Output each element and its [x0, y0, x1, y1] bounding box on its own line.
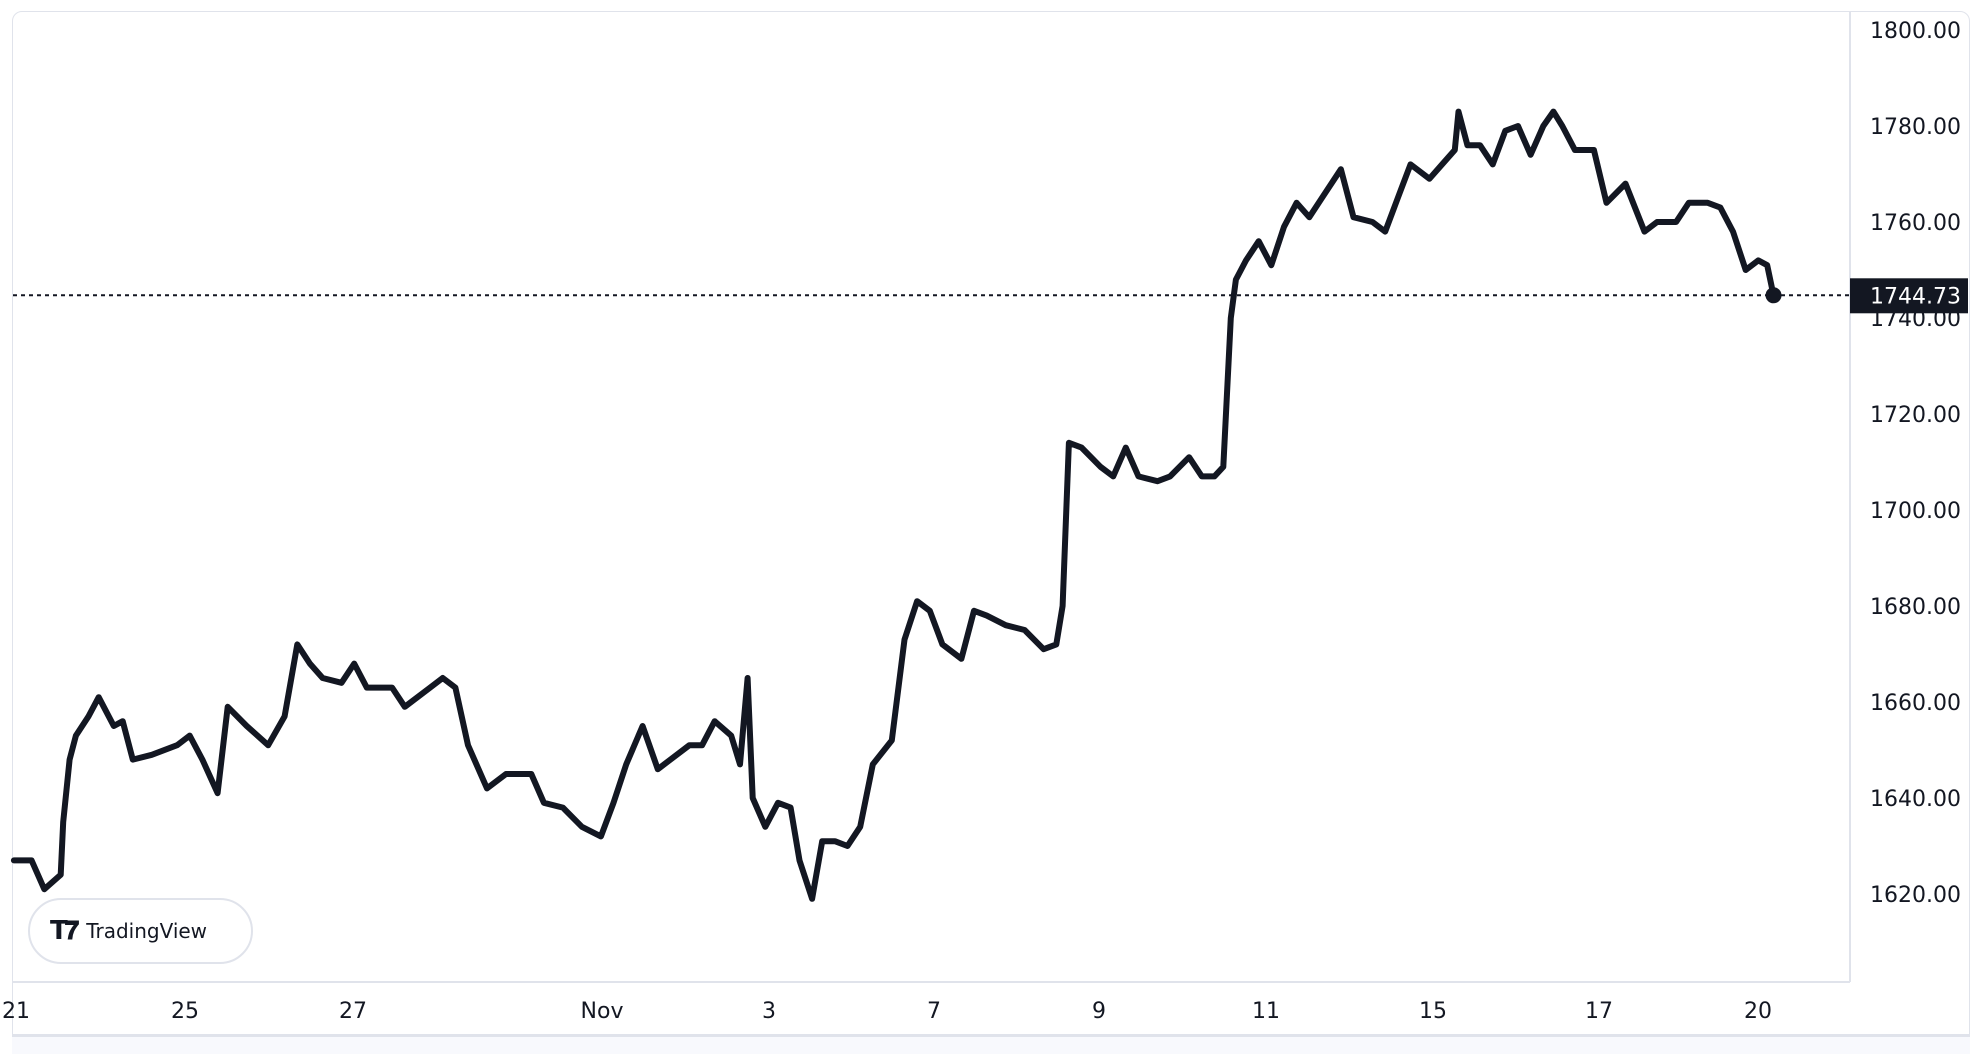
x-tick-label: 17 [1585, 999, 1613, 1024]
x-tick-label: 11 [1252, 999, 1280, 1024]
x-tick-label: 15 [1419, 999, 1447, 1024]
last-price-badge: 1744.73 [1850, 278, 1968, 314]
x-tick-label: 20 [1744, 999, 1772, 1024]
x-tick-label: 27 [339, 999, 367, 1024]
y-tick-label: 1780.00 [1870, 115, 1961, 140]
y-tick-label: 1720.00 [1870, 403, 1961, 428]
y-tick-label: 1800.00 [1870, 19, 1961, 44]
y-tick-label: 1640.00 [1870, 787, 1961, 812]
x-tick-label: 9 [1092, 999, 1106, 1024]
last-price-dot [1765, 287, 1782, 304]
chart-frame [12, 11, 1970, 1035]
y-tick-label: 1680.00 [1870, 595, 1961, 620]
y-tick-label: 1700.00 [1870, 499, 1961, 524]
x-tick-label: 3 [762, 999, 776, 1024]
tradingview-logo-icon: T𝟕 [50, 915, 79, 946]
price-series-line [10, 108, 1777, 902]
y-tick-label: 1660.00 [1870, 691, 1961, 716]
tradingview-badge[interactable]: T𝟕 TradingView [28, 898, 253, 964]
last-price-label: 1744.73 [1870, 284, 1961, 309]
x-tick-label: Nov [581, 999, 624, 1024]
x-tick-label: 25 [171, 999, 199, 1024]
x-tick-label: 7 [927, 999, 941, 1024]
x-tick-label: 21 [2, 999, 30, 1024]
y-tick-label: 1760.00 [1870, 211, 1961, 236]
y-tick-label: 1620.00 [1870, 883, 1961, 908]
bottom-strip [12, 1035, 1970, 1054]
tradingview-name: TradingView [86, 919, 208, 943]
